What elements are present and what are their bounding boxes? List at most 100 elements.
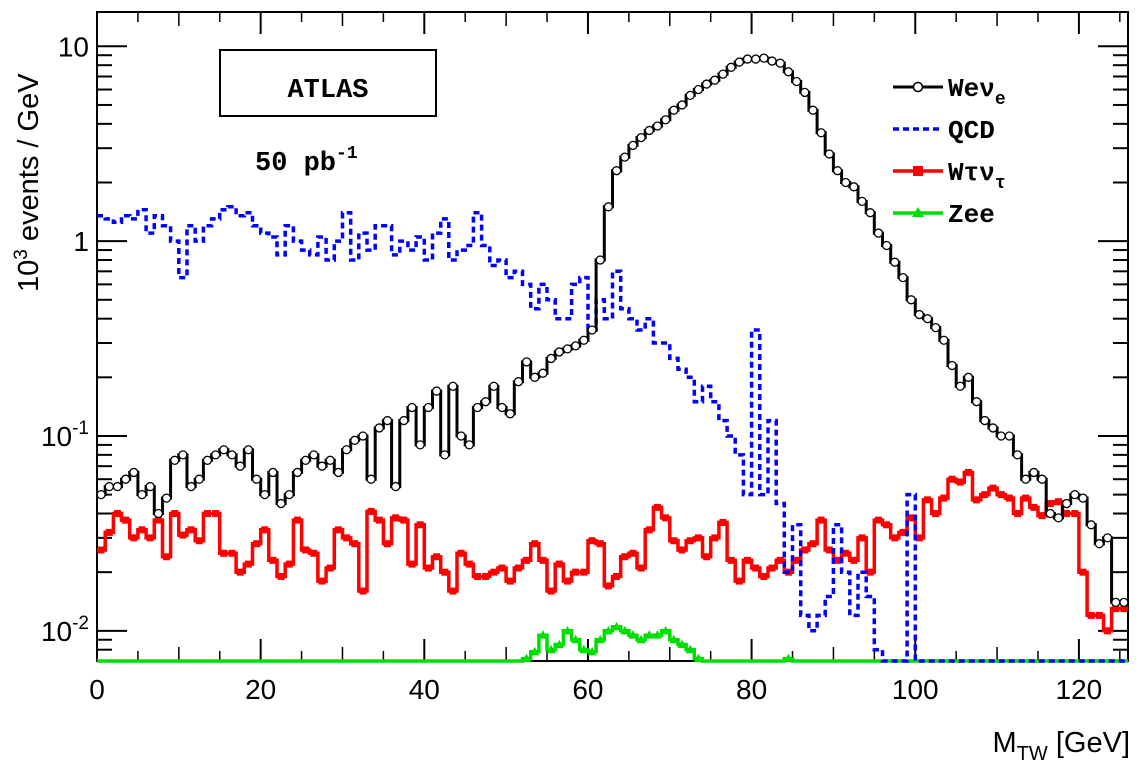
wenu-point	[791, 76, 802, 87]
wenu-point	[611, 166, 622, 176]
wtaunu-point	[531, 540, 539, 548]
wenu-point	[939, 335, 949, 345]
zee-point	[693, 653, 703, 663]
wenu-point	[800, 87, 810, 98]
wtaunu-point	[416, 521, 424, 529]
wenu-point	[391, 481, 401, 492]
zee-point	[661, 625, 671, 635]
series-line-zee	[97, 624, 1128, 663]
wtaunu-point	[891, 534, 899, 542]
wtaunu-point	[130, 534, 138, 542]
wenu-point	[947, 360, 957, 371]
wtaunu-point	[1054, 498, 1062, 506]
wenu-point	[562, 344, 573, 354]
wenu-point	[963, 372, 974, 382]
wenu-point	[644, 125, 654, 136]
wtaunu-point	[1030, 503, 1038, 511]
wtaunu-point	[285, 560, 293, 568]
wtaunu-point	[735, 577, 743, 585]
y-tick-label: 1	[73, 226, 89, 257]
x-tick-label: 100	[892, 674, 939, 705]
series-layer	[96, 53, 1129, 663]
wtaunu-point	[809, 540, 817, 548]
wenu-point	[210, 450, 221, 460]
wtaunu-point	[171, 510, 179, 518]
zee-point	[587, 646, 597, 656]
wenu-point	[481, 397, 491, 407]
wtaunu-point	[752, 564, 760, 572]
wenu-point	[816, 128, 826, 138]
wenu-point	[382, 415, 393, 426]
wtaunu-point	[834, 556, 842, 564]
wenu-point	[1004, 431, 1015, 441]
wenu-point	[407, 402, 417, 413]
wtaunu-point	[220, 549, 228, 557]
wtaunu-point	[375, 516, 383, 524]
wtaunu-point	[318, 577, 326, 585]
wenu-point	[767, 56, 777, 66]
wtaunu-point	[334, 526, 342, 534]
wtaunu-point	[645, 526, 653, 534]
wenu-point	[808, 105, 818, 115]
wtaunu-point	[383, 540, 391, 548]
wenu-point	[227, 450, 237, 460]
wtaunu-point	[727, 556, 735, 564]
wenu-point	[955, 381, 965, 391]
zee-point	[538, 630, 548, 639]
wtaunu-point	[842, 549, 850, 557]
y-tick-label: 10-1	[41, 418, 89, 452]
zee-point	[644, 630, 654, 639]
x-tick-label: 120	[1056, 674, 1103, 705]
wtaunu-point	[122, 516, 130, 524]
wenu-point	[603, 202, 614, 212]
wtaunu-point	[563, 577, 571, 585]
zee-point	[579, 644, 589, 654]
wtaunu-point	[899, 528, 907, 536]
wtaunu-point	[244, 560, 252, 568]
wtaunu-point	[261, 526, 269, 534]
wenu-point	[742, 54, 753, 64]
legend: Weνe QCD Wτντ Zee	[893, 74, 1006, 230]
series-line-wtaunu	[97, 470, 1128, 633]
wenu-point	[824, 149, 834, 159]
wenu-point	[251, 474, 262, 484]
wtaunu-point	[113, 510, 121, 518]
wtaunu-point	[212, 510, 220, 518]
wtaunu-point	[506, 577, 514, 585]
wtaunu-point	[236, 568, 244, 576]
wtaunu-point	[932, 510, 940, 518]
zee-point	[685, 644, 695, 654]
wtaunu-point	[604, 582, 612, 590]
wenu-point	[636, 132, 646, 143]
wtaunu-point	[768, 564, 776, 572]
wtaunu-point	[253, 540, 261, 548]
wenu-point	[751, 54, 761, 64]
luminosity-label: 50 pb-1	[255, 144, 358, 179]
wtaunu-point	[874, 516, 882, 524]
wtaunu-point	[433, 553, 441, 561]
wenu-point	[505, 409, 515, 419]
plot-frame	[96, 11, 1129, 662]
wenu-point	[857, 196, 867, 207]
wenu-point	[186, 481, 196, 492]
wtaunu-point	[1063, 510, 1071, 518]
wtaunu-point	[179, 531, 187, 539]
wenu-point	[1021, 474, 1031, 484]
wtaunu-point	[1112, 605, 1120, 613]
wtaunu-point	[801, 546, 809, 554]
axis-ticks	[96, 12, 1128, 662]
wtaunu-point	[981, 491, 989, 499]
wenu-point	[661, 115, 671, 125]
wtaunu-point	[924, 496, 932, 504]
wenu-point	[96, 489, 106, 500]
wenu-point	[734, 57, 744, 67]
wtaunu-point	[1014, 510, 1022, 518]
wenu-point	[219, 445, 229, 455]
wtaunu-point	[146, 534, 154, 542]
wenu-point	[538, 368, 548, 378]
wtaunu-point	[523, 556, 531, 564]
zee-point	[628, 630, 638, 639]
wenu-point	[350, 435, 360, 445]
wenu-point	[906, 295, 916, 305]
wenu-point	[489, 381, 499, 391]
